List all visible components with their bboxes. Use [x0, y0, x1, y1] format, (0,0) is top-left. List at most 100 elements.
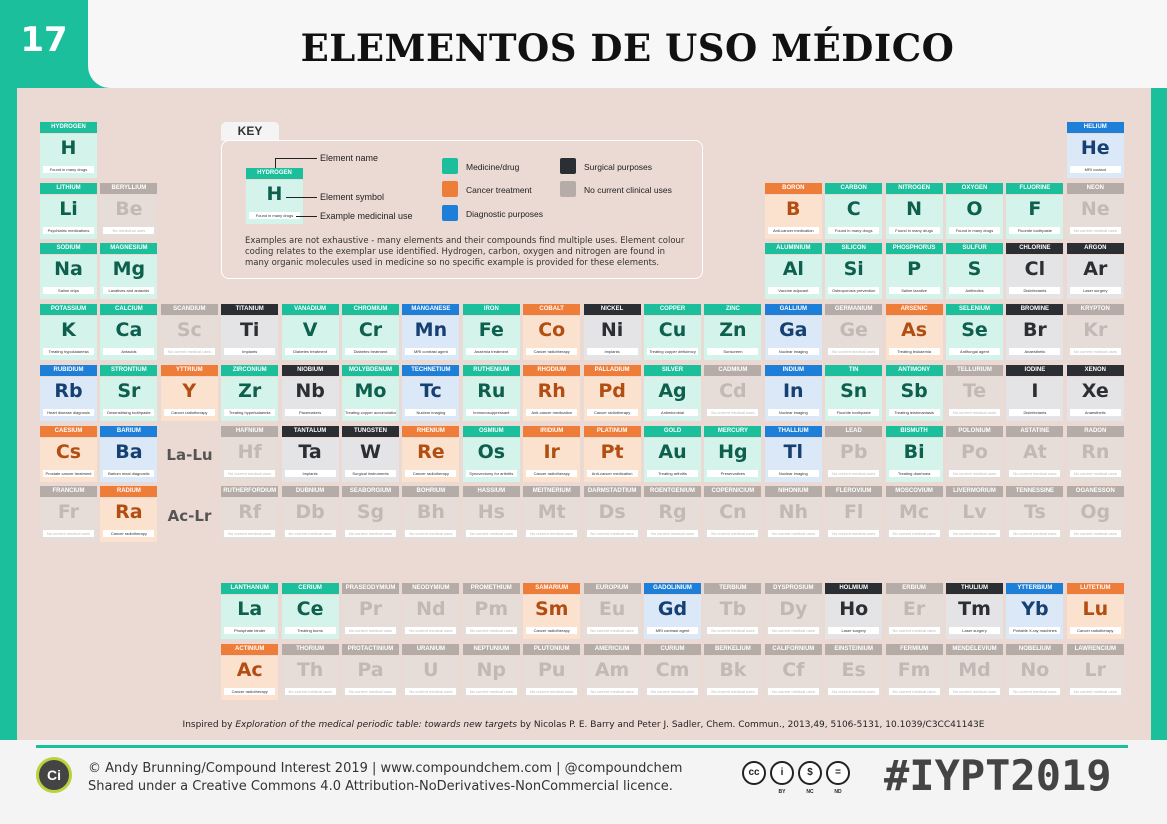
element-use: No current medical uses [284, 687, 336, 695]
element-symbol: Pd [598, 379, 626, 402]
element-tile-roentgenium: ROENTGENIUM Rg No current medical uses [644, 486, 701, 543]
element-tile-gallium: GALLIUM Ga Nuclear imaging [764, 304, 822, 361]
key-pointer-line [296, 216, 317, 217]
element-symbol: Y [182, 379, 197, 402]
element-name: BISMUTH [885, 425, 943, 437]
element-name: NEODYMIUM [402, 583, 460, 594]
element-name: OGANESSON [1066, 486, 1124, 498]
element-tile-polonium: POLONIUM Po No current medical uses [946, 425, 1003, 482]
element-tile-krypton: KRYPTON Kr No current medical uses [1066, 304, 1124, 361]
element-use: No current medical uses [465, 530, 517, 538]
element-use: No current medical uses [405, 530, 457, 538]
element-name: CERIUM [281, 583, 339, 594]
element-use: No current medical uses [345, 627, 396, 634]
element-tile-antimony: ANTIMONY Sb Treating leishmaniasis [885, 364, 943, 421]
element-use: Cancer radiotherapy [103, 530, 155, 538]
element-use: Treating copper accumulation [345, 408, 396, 416]
element-tile-thorium: THORIUM Th No current medical uses [281, 643, 339, 700]
element-name: XENON [1066, 364, 1124, 376]
citation-title: Exploration of the medical periodic tabl… [235, 720, 518, 730]
element-tile-rutherfordium: RUTHERFORDIUM Rf No current medical uses [221, 486, 279, 543]
element-symbol: U [423, 658, 439, 681]
element-use: No current medical uses [888, 687, 940, 695]
element-tile-iridium: IRIDIUM Ir Cancer radiotherapy [523, 425, 581, 482]
key-sample-use: Found in many drugs [249, 212, 300, 219]
element-tile-uranium: URANIUM U No current medical uses [402, 643, 460, 700]
element-name: LANTHANUM [221, 583, 279, 594]
element-use: Cancer radiotherapy [1069, 627, 1121, 634]
element-symbol: Pu [537, 658, 566, 681]
element-tile-chromium: CHROMIUM Cr Diabetes treatment [342, 304, 399, 361]
element-name: EINSTEINIUM [825, 643, 883, 655]
element-use: Nuclear imaging [405, 408, 457, 416]
element-symbol: Dy [779, 598, 808, 620]
element-name: MAGNESIUM [100, 243, 158, 255]
element-symbol: Db [295, 501, 325, 524]
element-tile-neptunium: NEPTUNIUM Np No current medical uses [462, 643, 520, 700]
element-symbol: O [966, 197, 983, 220]
element-symbol: Bk [719, 658, 747, 681]
element-tile-nihonium: NIHONIUM Nh No current medical uses [764, 486, 822, 543]
element-tile-hassium: HASSIUM Hs No current medical uses [462, 486, 520, 543]
element-name: DARMSTADTIUM [583, 486, 641, 498]
element-symbol: Ir [543, 440, 560, 463]
element-symbol: Th [296, 658, 324, 681]
element-name: RUTHENIUM [462, 364, 520, 376]
footer [0, 740, 1167, 824]
element-tile-moscovium: MOSCOVIUM Mc No current medical uses [885, 486, 943, 543]
element-tile-livermorium: LIVERMORIUM Lv No current medical uses [946, 486, 1003, 543]
element-use: Anti-cancer medication [586, 469, 638, 477]
legend-swatch-cancer [442, 181, 458, 197]
element-tile-hydrogen: HYDROGEN H Found in many drugs [40, 122, 97, 178]
element-symbol: Mo [354, 379, 387, 402]
element-tile-lawrencium: LAWRENCIUM Lr No current medical uses [1066, 643, 1124, 700]
element-tile-neodymium: NEODYMIUM Nd No current medical uses [402, 583, 460, 639]
element-name: PROTACTINIUM [342, 643, 399, 655]
element-symbol: Fr [57, 501, 80, 524]
element-symbol: Ca [115, 319, 143, 342]
key-annotation-name: Element name [320, 153, 379, 163]
element-use: No current medical uses [526, 687, 578, 695]
element-symbol: La [237, 598, 263, 620]
key-annotation-use: Example medicinal use [320, 211, 413, 221]
element-name: TENNESSINE [1006, 486, 1064, 498]
element-name: CAESIUM [40, 425, 97, 437]
element-symbol: Au [658, 440, 687, 463]
element-tile-indium: INDIUM In Nuclear imaging [764, 364, 822, 421]
citation: Inspired by Exploration of the medical p… [0, 720, 1167, 730]
element-use: Cancer radiotherapy [586, 408, 638, 416]
element-use: Synovectomy for arthritis [465, 469, 517, 477]
element-name: FRANCIUM [40, 486, 97, 498]
element-symbol: No [1020, 658, 1050, 681]
element-symbol: Ti [239, 319, 260, 342]
element-name: RADIUM [100, 486, 158, 498]
element-name: IRIDIUM [523, 425, 581, 437]
element-name: THALLIUM [764, 425, 822, 437]
element-use: No current medical uses [949, 469, 1000, 477]
page-title: ELEMENTOS DE USO MÉDICO [300, 26, 955, 70]
element-name: RUTHERFORDIUM [221, 486, 279, 498]
element-use: Treating copper deficiency [647, 348, 698, 356]
element-tile-lead: LEAD Pb No current medical uses [825, 425, 883, 482]
element-use: Treating arthritis [647, 469, 698, 477]
element-use: No medicinal uses [103, 226, 155, 234]
element-tile-ytterbium: YTTERBIUM Yb Portable X-ray machines [1006, 583, 1064, 639]
element-name: ASTATINE [1006, 425, 1064, 437]
element-tile-lithium: LITHIUM Li Psychiatric medications [40, 182, 97, 239]
element-name: URANIUM [402, 643, 460, 655]
element-use: Found in many drugs [43, 166, 94, 173]
element-symbol: Fe [478, 319, 504, 342]
element-name: GADOLINIUM [644, 583, 701, 594]
element-tile-nobelium: NOBELIUM No No current medical uses [1006, 643, 1064, 700]
element-symbol: Cn [719, 501, 747, 524]
element-tile-germanium: GERMANIUM Ge No current medical uses [825, 304, 883, 361]
element-use: Antacids [103, 348, 155, 356]
element-name: LEAD [825, 425, 883, 437]
element-tile-titanium: TITANIUM Ti Implants [221, 304, 279, 361]
element-symbol: Nd [416, 598, 446, 620]
element-use: Treating hypokalaemia [43, 348, 94, 356]
element-use: Cancer radiotherapy [163, 408, 215, 416]
element-tile-ruthenium: RUTHENIUM Ru Immunosuppressant [462, 364, 520, 421]
element-use: Vaccine adjuvant [767, 287, 819, 295]
element-tile-rhodium: RHODIUM Rh Anti-cancer medication [523, 364, 581, 421]
